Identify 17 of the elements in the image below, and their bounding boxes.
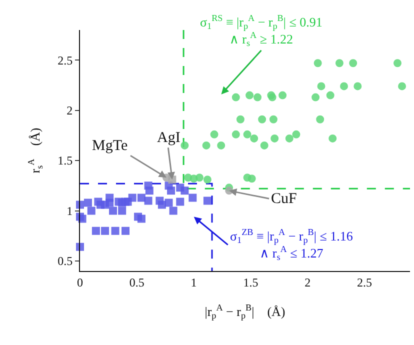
x-tick-label: 2: [304, 275, 311, 290]
x-axis-title: |r$_{p}$$^{A}$ − r$_{p}$$^{B}$| (Å): [204, 302, 286, 321]
x-tick-label: 1.5: [243, 275, 258, 290]
annotation: CuF: [271, 191, 297, 207]
x-tick-label: 0: [77, 275, 83, 290]
annotation: MgTe: [92, 138, 128, 154]
x-tick-label: 1: [190, 275, 197, 290]
y-tick-label: 1.5: [58, 154, 73, 168]
y-tick-label: 2.5: [58, 53, 73, 68]
text: σ$_{1}$$^{ZB}$ ≡ |r$_{p}$$^{A}$ − r$_{p}$$^{B}$| ≤ 1.16 ∧ r$_{s}$$^{A}$ ≤ 1.27: [230, 227, 353, 262]
y-tick-label: 2: [66, 104, 73, 118]
x-tick-label: 0.5: [129, 275, 144, 290]
annotation: AgI: [157, 130, 180, 146]
text: σ$_{1}$$^{RS}$ ≡ |r$_{p}$$^{A}$ − r$_{p}$$^{B}$| ≤ 0.91 ∧ r$_{s}$$^{A}$ ≥ 1.22: [200, 13, 322, 48]
y-tick-label: 0.5: [58, 254, 73, 268]
y-tick-label: 1: [66, 204, 73, 218]
x-tick-label: 2.5: [356, 275, 372, 290]
